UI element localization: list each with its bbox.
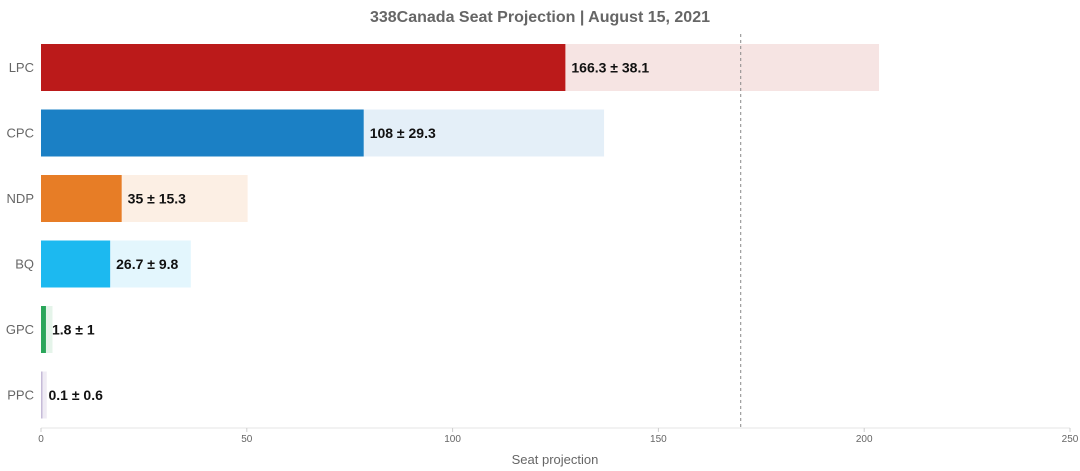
data-label-gpc: 1.8 ± 1 — [52, 322, 95, 338]
bar-lpc — [41, 44, 566, 91]
x-tick-label-200: 200 — [856, 434, 873, 445]
x-tick-label-100: 100 — [444, 434, 461, 445]
category-label-gpc: GPC — [6, 322, 34, 337]
x-tick-label-50: 50 — [241, 434, 253, 445]
data-label-ndp: 35 ± 15.3 — [128, 191, 186, 207]
x-tick-label-250: 250 — [1062, 434, 1079, 445]
category-label-ppc: PPC — [7, 388, 34, 403]
bar-gpc — [41, 306, 46, 353]
data-label-cpc: 108 ± 29.3 — [370, 125, 436, 141]
bar-cpc — [41, 109, 364, 157]
range-bar-ppc — [41, 371, 47, 419]
chart-title: 338Canada Seat Projection | August 15, 2… — [370, 9, 710, 26]
x-tick-label-150: 150 — [650, 434, 667, 445]
data-label-lpc: 166.3 ± 38.1 — [571, 60, 649, 76]
category-label-cpc: CPC — [7, 126, 34, 141]
y-axis-categories: LPC CPC NDP BQ GPC PPC — [6, 60, 34, 403]
category-label-bq: BQ — [15, 257, 34, 272]
bar-bq — [41, 240, 111, 288]
data-label-ppc: 0.1 ± 0.6 — [49, 387, 104, 403]
range-bar-gpc — [41, 306, 53, 353]
category-label-lpc: LPC — [9, 60, 34, 75]
x-axis: 0 50 100 150 200 250 — [38, 427, 1079, 445]
data-label-bq: 26.7 ± 9.8 — [116, 256, 178, 272]
value-bars — [41, 44, 566, 419]
category-label-ndp: NDP — [7, 191, 34, 206]
range-bars — [41, 44, 880, 419]
data-labels: 166.3 ± 38.1 108 ± 29.3 35 ± 15.3 26.7 ± 9.… — [49, 60, 650, 404]
bar-ndp — [41, 175, 122, 222]
bar-ppc — [41, 371, 43, 419]
x-tick-label-0: 0 — [38, 434, 44, 445]
x-axis-title: Seat projection — [512, 452, 599, 467]
